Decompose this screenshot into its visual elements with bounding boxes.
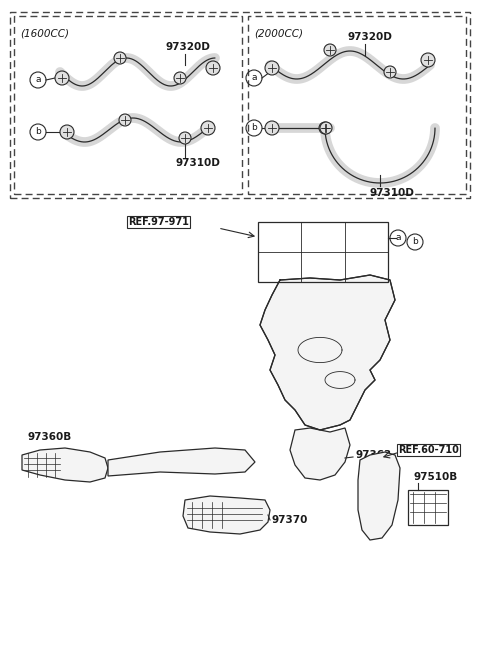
Text: REF.60-710: REF.60-710 [398, 445, 459, 455]
Text: (2000CC): (2000CC) [254, 28, 303, 38]
Circle shape [206, 61, 220, 75]
Bar [258, 222, 388, 282]
Circle shape [319, 122, 331, 134]
Circle shape [265, 61, 279, 75]
Polygon shape [290, 428, 350, 480]
Text: REF.97-971: REF.97-971 [128, 217, 189, 227]
Circle shape [174, 72, 186, 84]
Text: 97320D: 97320D [165, 42, 210, 52]
Text: b: b [251, 123, 257, 133]
Circle shape [265, 121, 279, 135]
Circle shape [60, 125, 74, 139]
Circle shape [201, 121, 215, 135]
Text: a: a [35, 75, 41, 85]
Circle shape [324, 44, 336, 56]
Polygon shape [260, 275, 395, 430]
Bar [14, 16, 242, 194]
Circle shape [320, 122, 332, 134]
Text: 97370: 97370 [272, 515, 308, 525]
Text: b: b [412, 237, 418, 247]
Circle shape [384, 66, 396, 78]
Text: 97320D: 97320D [348, 32, 393, 42]
Text: a: a [251, 73, 257, 83]
Text: b: b [35, 127, 41, 136]
Circle shape [119, 114, 131, 126]
Polygon shape [22, 448, 108, 482]
Text: 97510B: 97510B [414, 472, 458, 482]
Circle shape [114, 52, 126, 64]
Circle shape [179, 132, 191, 144]
Polygon shape [108, 448, 255, 476]
Text: 97363: 97363 [355, 450, 391, 460]
Bar [248, 16, 466, 194]
Bar [408, 490, 448, 525]
Text: 97360B: 97360B [28, 432, 72, 442]
Text: 97310D: 97310D [175, 158, 220, 168]
Text: a: a [395, 234, 401, 243]
Circle shape [55, 71, 69, 85]
Text: (1600CC): (1600CC) [20, 28, 69, 38]
Circle shape [421, 53, 435, 67]
Polygon shape [183, 496, 270, 534]
Bar [10, 12, 470, 198]
Text: 97310D: 97310D [370, 188, 415, 198]
Polygon shape [358, 452, 400, 540]
